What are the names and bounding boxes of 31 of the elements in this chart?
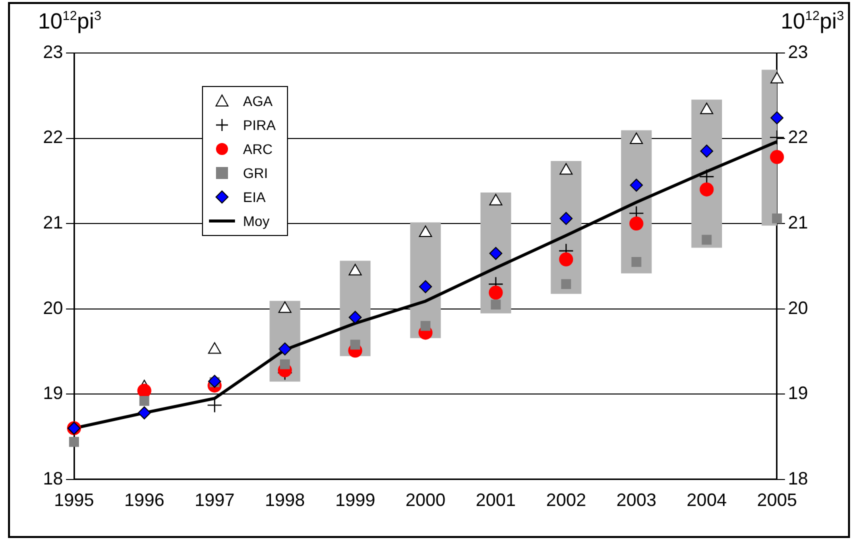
legend-label: Moy [243, 213, 270, 229]
x-tick-label: 1999 [335, 490, 376, 510]
y-tick-label: 20 [42, 298, 64, 318]
x-tick-label: 2002 [546, 490, 586, 510]
x-tick-label: 2005 [756, 490, 797, 510]
y-tick-label: 21 [42, 212, 64, 233]
x-tick-label: 1995 [54, 490, 94, 510]
y2-tick-label: 21 [788, 212, 808, 233]
y-tick-label: 18 [42, 468, 64, 488]
x-tick-label: 1998 [264, 490, 305, 510]
y-tick-label: 19 [42, 383, 64, 404]
y-tick-label: 22 [42, 127, 64, 148]
x-tick-label: 2004 [686, 490, 727, 510]
y2-tick-label: 19 [788, 383, 808, 404]
x-tick-label: 1997 [194, 490, 235, 510]
y2-tick-label: 23 [788, 42, 808, 62]
x-tick-label: 2003 [616, 490, 656, 510]
y2-tick-label: 20 [788, 298, 808, 318]
legend-label: PIRA [243, 117, 276, 133]
legend-label: GRI [243, 165, 268, 181]
x-tick-label: 1996 [124, 490, 164, 510]
legend-label: AGA [243, 93, 273, 109]
x-tick-label: 2001 [476, 490, 516, 510]
y2-tick-label: 18 [788, 468, 808, 488]
y2-axis-title: 10$^{12}$pi$^{3}$ [780, 8, 844, 34]
y-tick-label: 23 [42, 42, 64, 62]
legend-label: ARC [243, 141, 273, 157]
x-tick-label: 2000 [405, 490, 446, 510]
legend-label: EIA [243, 189, 266, 205]
y-axis-title: 10$^{12}$pi$^{3}$ [38, 8, 102, 34]
y2-tick-label: 22 [788, 127, 808, 148]
